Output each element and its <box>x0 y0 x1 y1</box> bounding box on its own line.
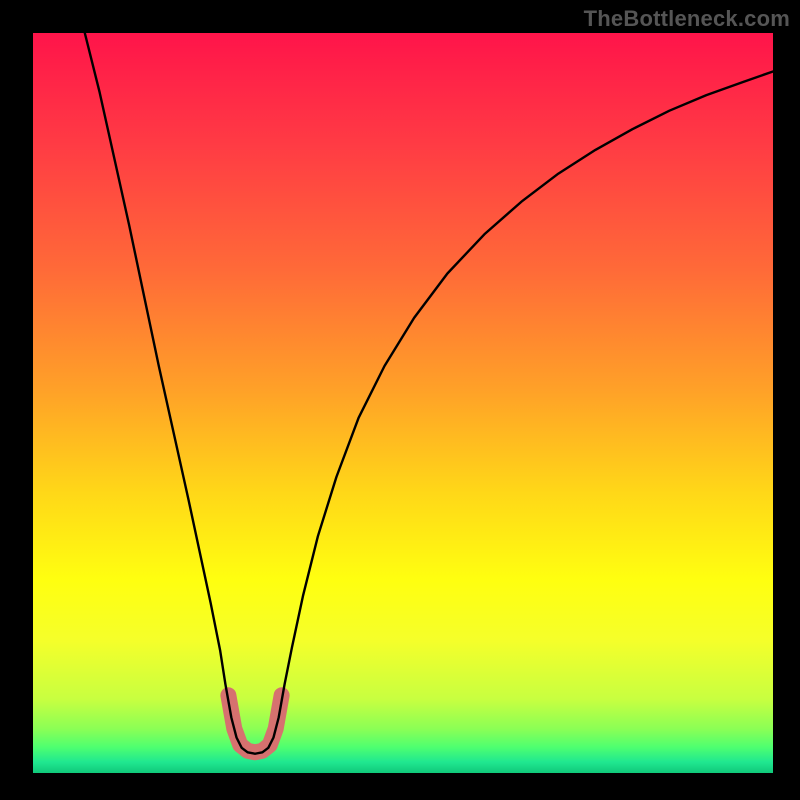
chart-background <box>33 33 773 773</box>
watermark-text: TheBottleneck.com <box>584 6 790 32</box>
chart-frame: TheBottleneck.com <box>0 0 800 800</box>
chart-plot-area <box>33 33 773 773</box>
chart-svg <box>33 33 773 773</box>
